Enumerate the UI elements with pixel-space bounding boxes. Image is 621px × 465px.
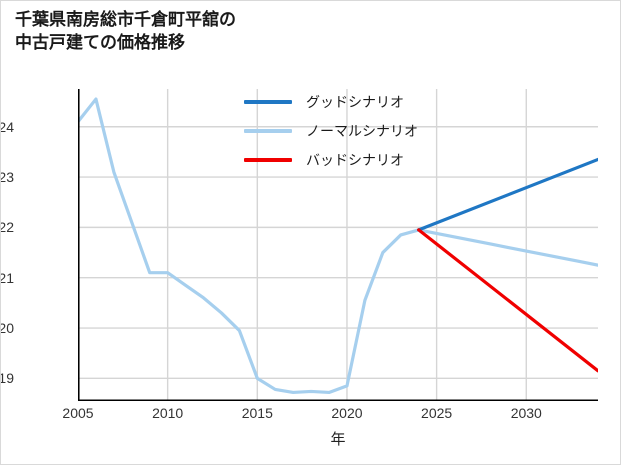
y-tick-label: 23 [1,169,14,186]
x-tick-label: 2015 [241,405,273,421]
x-axis-title: 年 [330,431,346,448]
x-tick-label: 2030 [510,405,542,421]
legend-label: バッドシナリオ [306,152,404,168]
legend-item[interactable]: バッドシナリオ [244,151,418,169]
y-tick-label: 22 [1,219,14,236]
legend-swatch-icon [244,100,292,104]
legend-item[interactable]: ノーマルシナリオ [244,122,418,140]
plot-svg [78,89,598,401]
y-tick-label: 19 [1,370,14,387]
y-tick-label: 21 [1,269,14,286]
y-tick-label: 24 [1,118,14,135]
legend-item[interactable]: グッドシナリオ [244,93,418,111]
series-line-ノーマルシナリオ [78,97,598,395]
legend-swatch-icon [244,158,292,162]
series-line-バッドシナリオ [417,228,598,373]
chart-legend: グッドシナリオ ノーマルシナリオ バッドシナリオ [244,93,418,169]
legend-swatch-icon [244,129,292,133]
x-tick-label: 2020 [331,405,363,421]
legend-label: ノーマルシナリオ [306,123,418,139]
page-title: 千葉県南房総市千倉町平舘の 中古戸建ての価格推移 [15,10,236,52]
y-tick-label: 20 [1,320,14,337]
legend-label: グッドシナリオ [306,94,404,110]
series-line-グッドシナリオ [417,157,598,232]
plot-area [78,89,598,401]
x-tick-label: 2005 [62,405,94,421]
x-tick-label: 2025 [421,405,453,421]
x-tick-label: 2010 [152,405,184,421]
